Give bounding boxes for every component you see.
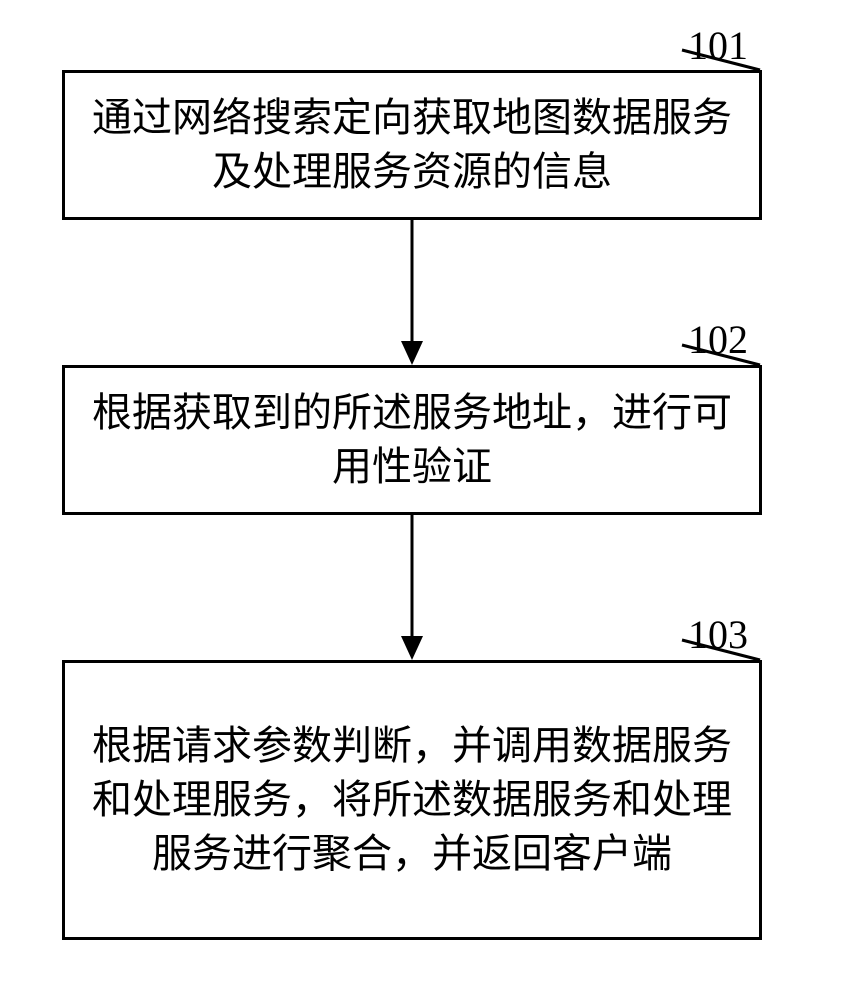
flow-step-2-label: 102 [688,316,748,363]
flow-step-3-text: 根据请求参数判断，并调用数据服务和处理服务，将所述数据服务和处理服务进行聚合，并… [85,719,739,881]
flow-step-1-label: 101 [688,22,748,69]
flow-step-3: 根据请求参数判断，并调用数据服务和处理服务，将所述数据服务和处理服务进行聚合，并… [62,660,762,940]
flowchart-canvas: 通过网络搜索定向获取地图数据服务及处理服务资源的信息 101 根据获取到的所述服… [0,0,859,1000]
flow-step-2: 根据获取到的所述服务地址，进行可用性验证 [62,365,762,515]
flow-step-1: 通过网络搜索定向获取地图数据服务及处理服务资源的信息 [62,70,762,220]
flow-step-3-label: 103 [688,611,748,658]
flow-step-2-text: 根据获取到的所述服务地址，进行可用性验证 [85,386,739,494]
flow-step-1-text: 通过网络搜索定向获取地图数据服务及处理服务资源的信息 [85,91,739,199]
